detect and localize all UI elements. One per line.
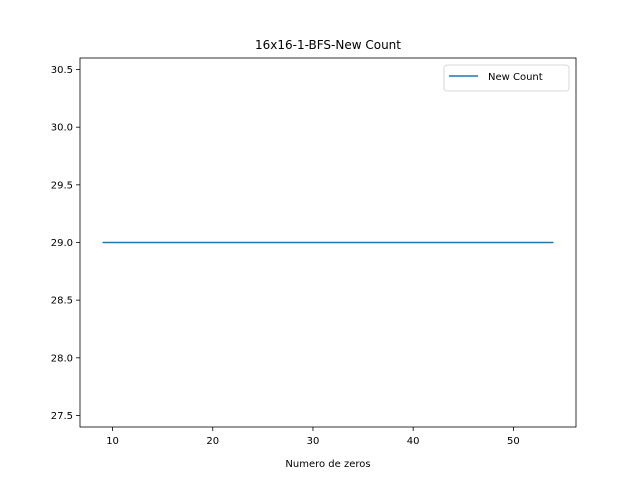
x-tick-label: 40 — [407, 436, 420, 447]
x-tick-label: 30 — [307, 436, 320, 447]
y-tick-label: 29.5 — [51, 180, 73, 191]
x-axis-ticks: 10 20 30 40 50 — [106, 427, 520, 447]
x-axis-label: Numero de zeros — [285, 459, 370, 470]
y-axis-ticks: 27.5 28.0 28.5 29.0 29.5 30.0 30.5 — [51, 65, 80, 422]
legend-label-new-count: New Count — [488, 72, 543, 83]
chart-title: 16x16-1-BFS-New Count — [255, 38, 401, 52]
legend: New Count — [443, 64, 570, 92]
x-tick-label: 20 — [206, 436, 219, 447]
x-tick-label: 10 — [106, 436, 119, 447]
x-tick-label: 50 — [507, 436, 520, 447]
y-tick-label: 27.5 — [51, 411, 73, 422]
y-tick-label: 30.5 — [51, 65, 73, 76]
y-tick-label: 30.0 — [51, 123, 73, 134]
y-tick-label: 29.0 — [51, 238, 73, 249]
y-tick-label: 28.0 — [51, 353, 73, 364]
y-tick-label: 28.5 — [51, 296, 73, 307]
legend-box — [443, 64, 570, 92]
plot-frame — [79, 57, 577, 428]
